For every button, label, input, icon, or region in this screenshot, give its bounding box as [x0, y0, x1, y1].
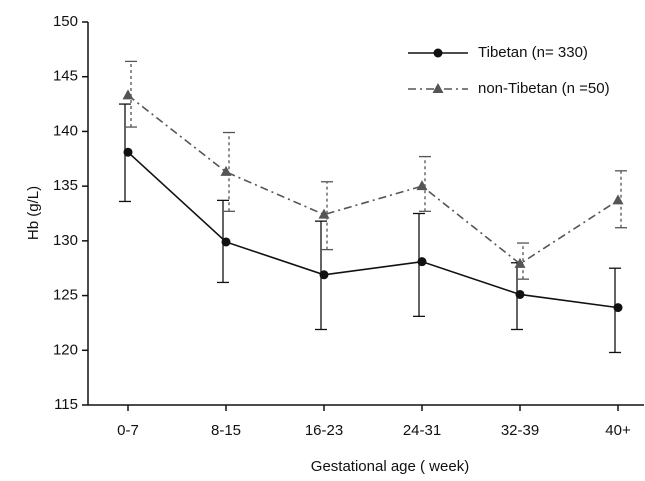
- y-tick-label: 115: [54, 396, 78, 413]
- point: [416, 180, 428, 191]
- point: [319, 270, 329, 280]
- point: [220, 165, 232, 176]
- legend-label: non-Tibetan (n =50): [478, 80, 610, 97]
- point: [417, 257, 427, 267]
- series-line: [127, 151, 619, 309]
- x-tick-label: 40+: [605, 422, 631, 439]
- y-tick-label: 120: [53, 341, 78, 358]
- point: [122, 89, 134, 100]
- x-tick-label: 24-31: [403, 422, 441, 439]
- y-tick-label: 125: [53, 287, 78, 304]
- y-tick-label: 140: [53, 122, 78, 139]
- point: [613, 303, 623, 313]
- y-tick-label: 145: [53, 68, 78, 85]
- y-tick-label: 150: [53, 13, 78, 30]
- x-tick-label: 16-23: [305, 422, 343, 439]
- y-axis-label: Hb (g/L): [25, 186, 42, 240]
- y-tick-label: 135: [53, 177, 78, 194]
- x-axis-label: Gestational age ( week): [311, 458, 469, 475]
- point: [318, 208, 330, 219]
- point: [514, 257, 526, 268]
- x-tick-label: 8-15: [211, 422, 241, 439]
- point: [612, 194, 624, 205]
- point: [123, 147, 133, 157]
- x-tick-label: 32-39: [501, 422, 539, 439]
- y-tick-label: 130: [53, 232, 78, 249]
- x-tick-label: 0-7: [117, 422, 139, 439]
- point: [221, 237, 231, 247]
- series-line: [127, 94, 619, 265]
- point: [433, 48, 443, 58]
- point: [432, 83, 444, 93]
- legend-label: Tibetan (n= 330): [478, 44, 588, 61]
- point: [515, 289, 525, 299]
